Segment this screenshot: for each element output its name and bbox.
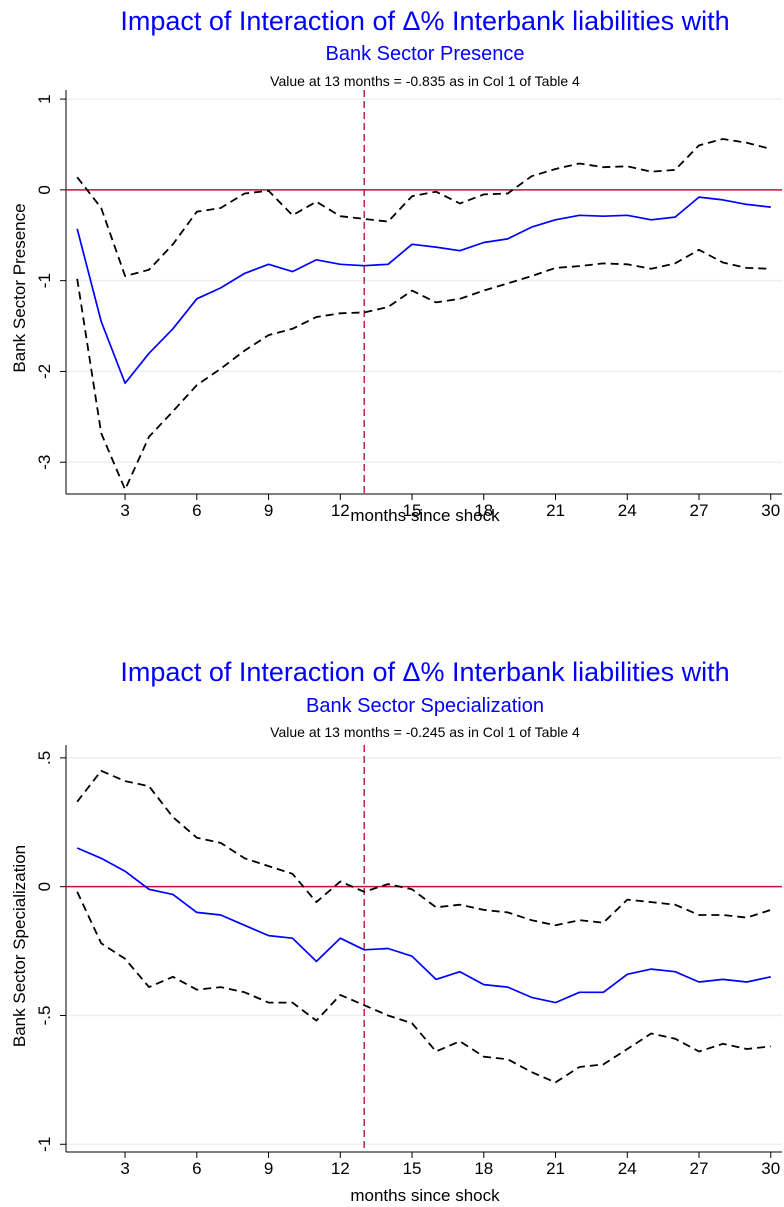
x-tick-label: 6 [192,501,201,520]
x-tick-label: 3 [120,1159,129,1178]
y-axis-label: Bank Sector Specialization [10,845,29,1047]
y-tick-label: -1 [35,1137,54,1152]
upper-confidence-line [76,769,772,927]
x-tick-label: 15 [403,501,422,520]
y-tick-label: -2 [35,364,54,379]
series-lines [76,769,772,1084]
y-tick-label: .5 [35,751,54,765]
x-tick-label: 9 [264,501,273,520]
lower-confidence-line [76,891,771,1084]
axes [65,90,782,495]
x-tick-label: 27 [690,1159,709,1178]
x-axis-label: months since shock [350,506,500,525]
y-ticks: 1 0 -1 -2 -3 [35,94,66,470]
chart-panel-bank-sector-presence: Impact of Interaction of Δ% Interbank li… [10,6,782,525]
x-tick-label: 15 [403,1159,422,1178]
estimate-line [76,847,771,1004]
grid [66,98,782,463]
chart-panel-bank-sector-specialization: Impact of Interaction of Δ% Interbank li… [10,657,782,1205]
chart-title: Impact of Interaction of Δ% Interbank li… [120,657,729,687]
x-axis-label: months since shock [350,1186,500,1205]
chart-subtitle: Bank Sector Presence [326,43,525,65]
chart-title: Impact of Interaction of Δ% Interbank li… [120,6,729,36]
y-tick-label: 0 [35,882,54,891]
chart-note: Value at 13 months = -0.835 as in Col 1 … [270,73,580,89]
lower-confidence-line [76,248,771,491]
estimate-line [76,196,771,385]
chart-note: Value at 13 months = -0.245 as in Col 1 … [270,724,580,740]
x-tick-label: 21 [546,1159,565,1178]
y-tick-label: -3 [35,455,54,470]
x-tick-label: 21 [546,501,565,520]
series-lines [76,138,772,491]
x-tick-label: 24 [618,501,637,520]
x-tick-label: 18 [474,501,493,520]
x-tick-label: 9 [264,1159,273,1178]
x-tick-label: 12 [331,501,350,520]
x-tick-label: 12 [331,1159,350,1178]
y-axis-label: Bank Sector Presence [10,203,29,372]
x-ticks: 3 6 9 12 15 18 21 24 27 30 [120,1152,780,1178]
x-tick-label: 30 [761,501,780,520]
x-tick-label: 6 [192,1159,201,1178]
y-tick-label: 0 [35,185,54,194]
upper-confidence-line [76,138,772,278]
axes [65,745,782,1153]
x-tick-label: 30 [761,1159,780,1178]
y-tick-label: -.5 [35,1006,54,1026]
reference-lines [66,745,782,1152]
y-ticks: .5 0 -.5 -1 [35,751,66,1152]
x-tick-label: 18 [474,1159,493,1178]
x-tick-label: 24 [618,1159,637,1178]
chart-subtitle: Bank Sector Specialization [306,695,544,717]
reference-lines [66,90,782,494]
x-tick-label: 27 [690,501,709,520]
x-ticks: 3 6 9 12 15 18 21 24 27 30 [120,494,780,520]
y-tick-label: -1 [35,273,54,288]
y-tick-label: 1 [35,94,54,103]
x-tick-label: 3 [120,501,129,520]
grid [66,757,782,1146]
